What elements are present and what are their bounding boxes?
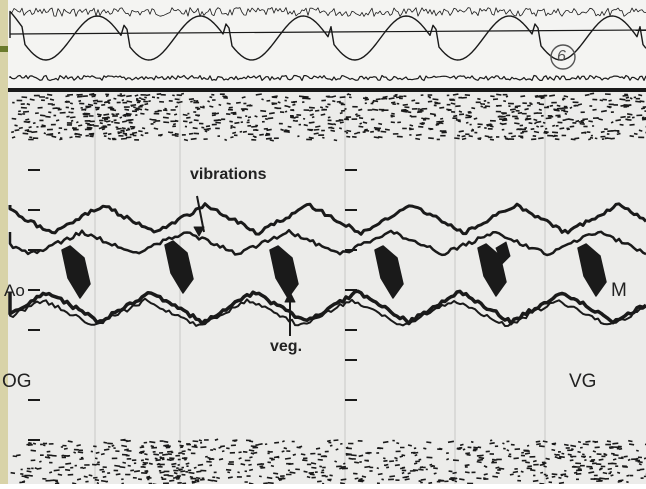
veg-arrow-head [284,291,296,303]
vegetation-echo [61,245,91,299]
panel-marker-circle [550,44,576,70]
vibrations-arrow [196,195,205,233]
posterior-root-trace [9,297,646,327]
septum-speckle [10,438,646,486]
leaflet-echo-trace [8,228,646,257]
vegetation-echo [164,240,194,294]
label-vg: VG [569,371,597,392]
anterior-leaflet-trace [8,202,646,236]
label-vibrations: vibrations [190,166,267,183]
label-m: M [611,280,627,301]
ecg-divider [8,88,646,92]
ecg-baseline-trace [9,74,646,82]
vegetation-echo [269,245,299,299]
vegetation-echo [374,245,404,299]
posterior-wall-speckle [10,92,646,142]
ecg-reference-trace [9,29,646,35]
left-sidebar-strip [0,0,8,484]
vegetation-echo [577,243,607,297]
pressure-wave-trace [9,10,646,61]
label-ao: Ao [4,281,25,300]
ecg-band [8,0,646,90]
posterior-leaflet-trace [8,289,646,326]
label-veg: veg. [270,338,303,355]
ecg-noise-trace [9,7,646,17]
label-og: OG [2,371,32,392]
pointer-arrow-head [495,241,511,265]
panel-marker-number: 6 [557,48,566,65]
vibrations-arrow-head [193,226,205,237]
